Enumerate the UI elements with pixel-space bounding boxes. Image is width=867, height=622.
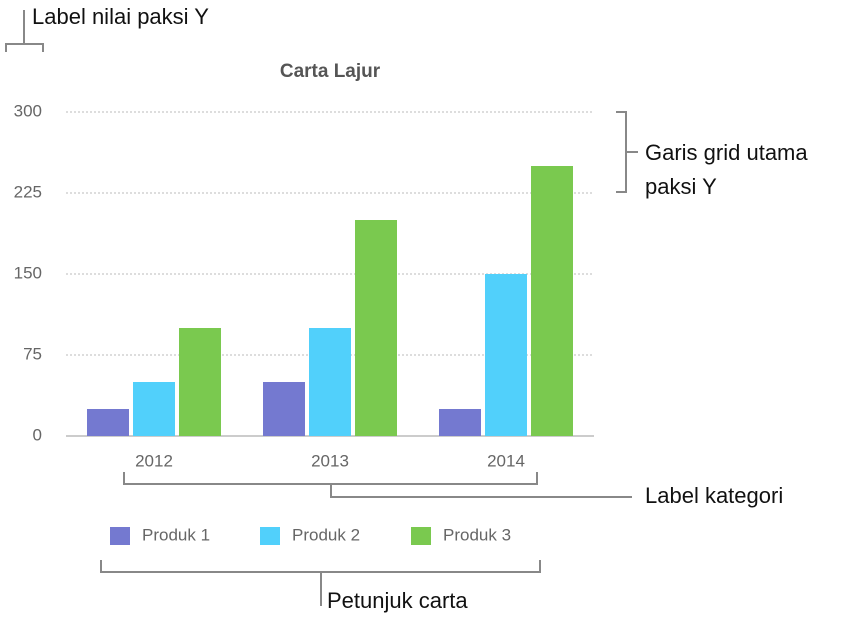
x-tick-label: 2012	[135, 451, 173, 470]
bar	[531, 166, 573, 436]
legend-label: Produk 3	[443, 525, 511, 544]
annotation: Label nilai paksi Y	[32, 4, 209, 29]
legend-swatch	[411, 527, 431, 545]
chart-title: Carta Lajur	[280, 61, 381, 82]
y-tick-label: 225	[14, 182, 42, 201]
legend-swatch	[110, 527, 130, 545]
annotation: Label kategori	[645, 483, 783, 508]
annotation: paksi Y	[645, 174, 717, 199]
bar	[485, 274, 527, 436]
bar	[309, 328, 351, 436]
y-tick-label: 75	[23, 344, 42, 363]
annotation: Garis grid utama	[645, 140, 808, 165]
y-tick-label: 300	[14, 101, 42, 120]
bar	[179, 328, 221, 436]
y-tick-label: 150	[14, 263, 42, 282]
legend-label: Produk 1	[142, 525, 210, 544]
x-tick-label: 2014	[487, 451, 525, 470]
y-tick-label: 0	[33, 425, 42, 444]
legend-swatch	[260, 527, 280, 545]
bracket-categories	[123, 472, 632, 498]
bar	[263, 382, 305, 436]
bracket-gridlines	[616, 111, 638, 193]
annotation: Petunjuk carta	[327, 588, 468, 613]
bar	[87, 409, 129, 436]
x-tick-label: 2013	[311, 451, 349, 470]
bar	[133, 382, 175, 436]
bracket-y-label	[5, 10, 44, 52]
bar	[355, 220, 397, 436]
legend-label: Produk 2	[292, 525, 360, 544]
bar	[439, 409, 481, 436]
bracket-legend	[100, 560, 541, 606]
